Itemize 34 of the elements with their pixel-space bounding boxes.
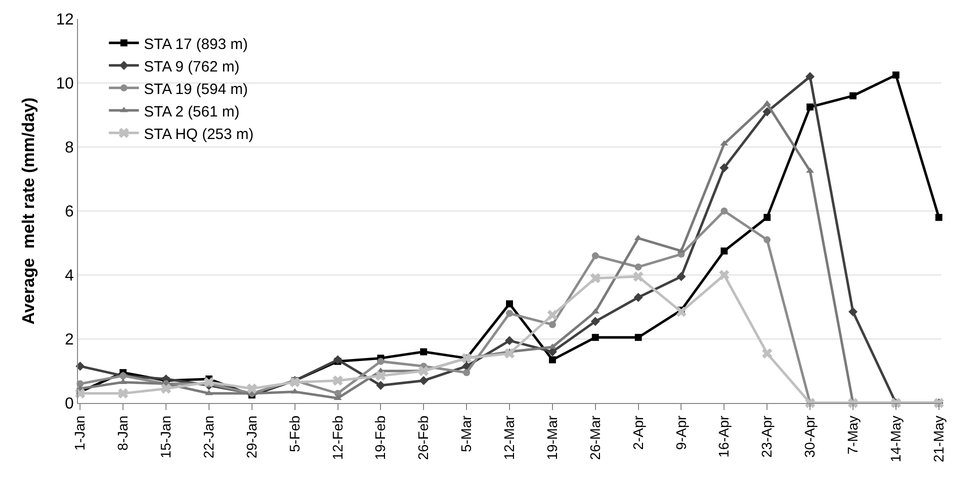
legend-label: STA HQ (253 m) <box>144 126 254 143</box>
x-tick-label: 26-Feb <box>415 415 432 460</box>
legend-label: STA 2 (561 m) <box>144 103 240 120</box>
x-tick-label: 19-Mar <box>544 415 560 460</box>
y-tick-label: 10 <box>56 76 74 93</box>
x-tick-label: 7-May <box>844 416 861 455</box>
x-tick-label: 5-Feb <box>286 415 302 452</box>
x-tick-label: 9-Apr <box>672 415 689 450</box>
y-tick-label: 2 <box>64 332 74 349</box>
x-tick-label: 12-Feb <box>329 415 346 460</box>
x-tick-label: 29-Jan <box>243 416 260 458</box>
x-tick-label: 8-Jan <box>114 416 131 451</box>
x-tick-label: 15-Jan <box>158 416 174 458</box>
x-tick-label: 12-Mar <box>501 415 518 460</box>
y-tick-label: 8 <box>64 140 74 157</box>
x-tick-label: 5-Mar <box>458 415 474 452</box>
x-tick-label: 2-Apr <box>630 415 646 450</box>
x-tick-label: 30-Apr <box>802 415 818 458</box>
x-tick-label: 22-Jan <box>200 416 216 458</box>
x-tick-label: 21-May <box>930 416 946 462</box>
x-tick-label: 14-May <box>887 416 904 462</box>
y-tick-label: 6 <box>64 204 74 221</box>
y-tick-label: 12 <box>56 12 74 29</box>
y-tick-label: 4 <box>64 268 74 285</box>
x-tick-label: 26-Mar <box>586 415 603 460</box>
x-tick-label: 19-Feb <box>372 415 388 460</box>
y-tick-label: 0 <box>64 396 74 413</box>
x-tick-label: 23-Apr <box>758 415 775 458</box>
legend-label: STA 9 (762 m) <box>144 58 240 76</box>
x-tick-label: 1-Jan <box>72 416 88 451</box>
x-tick-label: 16-Apr <box>716 415 732 458</box>
y-axis-title: Average melt rate (mm/day) <box>19 97 38 325</box>
legend-label: STA 17 (893 m) <box>144 36 248 53</box>
legend-label: STA 19 (594 m) <box>144 80 248 98</box>
